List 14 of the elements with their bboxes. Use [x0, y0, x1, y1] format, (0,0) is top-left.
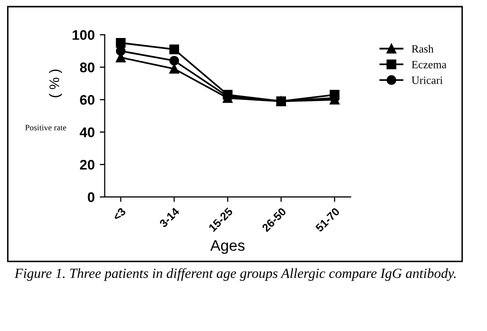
y-tick-label: 0 [88, 192, 94, 202]
y-tick-label: 80 [80, 62, 94, 72]
legend-label: Eczema [412, 60, 446, 68]
y-tick-label: 100 [72, 30, 94, 40]
x-axis-title: Ages [210, 240, 245, 254]
y-axis-title: Positive rate [25, 124, 66, 130]
legend-label: Uricari [412, 76, 443, 84]
caption: Figure 1. Three patients in different age groups Allergic compare IgG antibody. [14, 268, 456, 281]
legend-label: Rash [412, 44, 434, 53]
y-tick-label: 60 [80, 94, 94, 105]
text: ( % ) [49, 70, 62, 98]
x-tick-label: <3 [112, 207, 126, 222]
y-tick-label: 40 [80, 127, 94, 138]
y-tick-label: 20 [80, 160, 94, 170]
